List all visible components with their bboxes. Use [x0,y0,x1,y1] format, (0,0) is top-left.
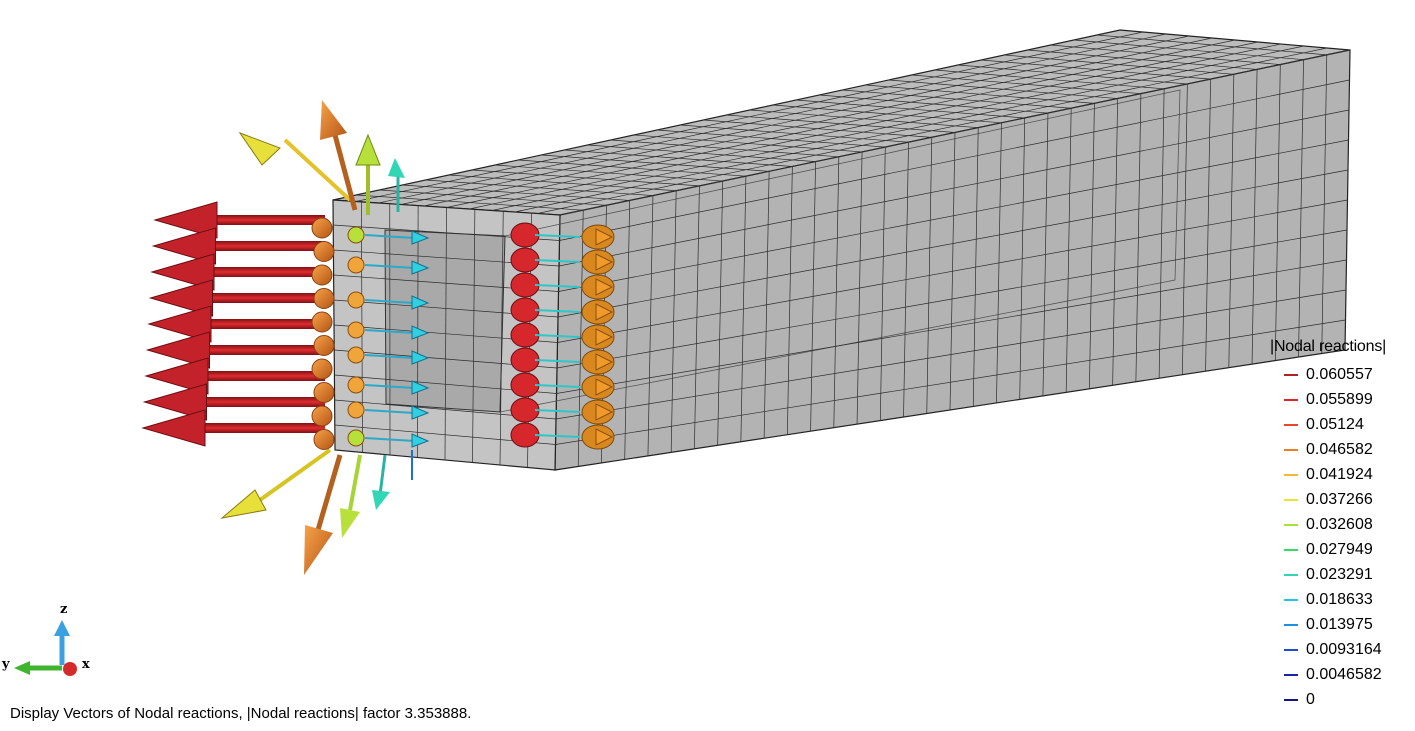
legend-swatch [1284,573,1298,576]
legend-item: 0.018633 [1284,587,1415,612]
reaction-cluster-red [510,347,540,373]
legend-item: 0.046582 [1284,437,1415,462]
axis-triad: z y x [1,602,90,676]
reaction-cluster-red [510,422,540,448]
reaction-arrow-red [144,357,325,395]
legend-value: 0.018633 [1306,590,1373,608]
node-marker [311,264,333,286]
node-marker [311,405,333,427]
legend-item: 0.0046582 [1284,662,1415,687]
node-marker [313,335,335,356]
reaction-cluster-red [510,372,540,398]
legend-swatch [1284,498,1298,501]
legend-swatch [1284,398,1298,401]
legend-swatch [1284,448,1298,451]
legend-value: 0.037266 [1306,490,1373,508]
reaction-arrow-red [142,383,325,421]
reaction-arrow-red [151,227,325,265]
legend-item: 0.0093164 [1284,637,1415,662]
legend-value: 0.023291 [1306,565,1373,583]
legend-swatch [1284,473,1298,476]
node-marker [311,358,333,380]
legend-swatch [1284,623,1298,626]
reaction-vectors [141,100,615,575]
legend-item: 0.027949 [1284,537,1415,562]
legend-item: 0.060557 [1284,362,1415,387]
node-marker [347,376,365,394]
beam-mesh [332,29,1351,471]
legend-value: 0.060557 [1306,365,1373,383]
reaction-arrow-red [148,279,325,317]
legend-item: 0 [1284,687,1415,712]
reaction-cluster-red [510,247,540,273]
legend-item: 0.055899 [1284,387,1415,412]
node-marker [347,256,365,274]
legend-swatch [1284,523,1298,526]
legend-list: 0.060557 0.055899 0.05124 0.046582 0.041924 0… [1284,362,1415,712]
node-marker [347,321,365,339]
node-marker [347,346,365,364]
node-marker [311,217,333,239]
node-marker [347,401,365,419]
legend-item: 0.05124 [1284,412,1415,437]
reaction-cluster-red [510,297,540,323]
axis-y-label: y [1,657,10,672]
legend-item: 0.032608 [1284,512,1415,537]
legend-value: 0.032608 [1306,515,1373,533]
legend-swatch [1284,598,1298,601]
reaction-arrow-red [145,331,325,369]
node-marker [313,382,335,403]
status-text: Display Vectors of Nodal reactions, |Nod… [10,705,472,722]
reaction-arrow-red [153,201,325,239]
legend-value: 0 [1306,690,1315,708]
color-legend: |Nodal reactions| 0.060557 0.055899 0.0512… [1270,338,1415,712]
legend-value: 0.013975 [1306,615,1373,633]
vector-lower-left [220,448,413,575]
legend-item: 0.037266 [1284,487,1415,512]
legend-value: 0.0046582 [1306,665,1382,683]
node-marker [313,429,335,450]
legend-value: 0.05124 [1306,415,1364,433]
node-marker [347,291,365,309]
node-marker [347,226,365,244]
axis-z-label: z [60,602,67,617]
reaction-cluster-red [510,322,540,348]
legend-item: 0.023291 [1284,562,1415,587]
node-marker [311,311,333,333]
node-marker [313,288,335,309]
legend-swatch [1284,373,1298,376]
node-marker [313,241,335,262]
legend-item: 0.041924 [1284,462,1415,487]
legend-swatch [1284,648,1298,651]
legend-value: 0.041924 [1306,465,1373,483]
legend-item: 0.013975 [1284,612,1415,637]
reaction-cluster-red [510,397,540,423]
legend-value: 0.027949 [1306,540,1373,558]
reaction-cluster-red [510,222,540,248]
reaction-cluster-red [510,272,540,298]
node-marker [347,429,365,447]
legend-swatch [1284,673,1298,676]
legend-swatch [1284,548,1298,551]
reaction-arrow-red [141,409,325,447]
legend-swatch [1284,423,1298,426]
reaction-arrow-red [150,253,325,291]
vector-upper-left [238,100,405,215]
legend-swatch [1284,698,1298,701]
legend-title: |Nodal reactions| [1270,338,1387,355]
beam-inner-hole [384,229,506,413]
legend-value: 0.055899 [1306,390,1373,408]
x-axis-sphere [63,662,77,676]
legend-value: 0.046582 [1306,440,1373,458]
axis-x-label: x [82,657,90,672]
legend-value: 0.0093164 [1306,640,1382,658]
reaction-arrow-red [147,305,325,343]
